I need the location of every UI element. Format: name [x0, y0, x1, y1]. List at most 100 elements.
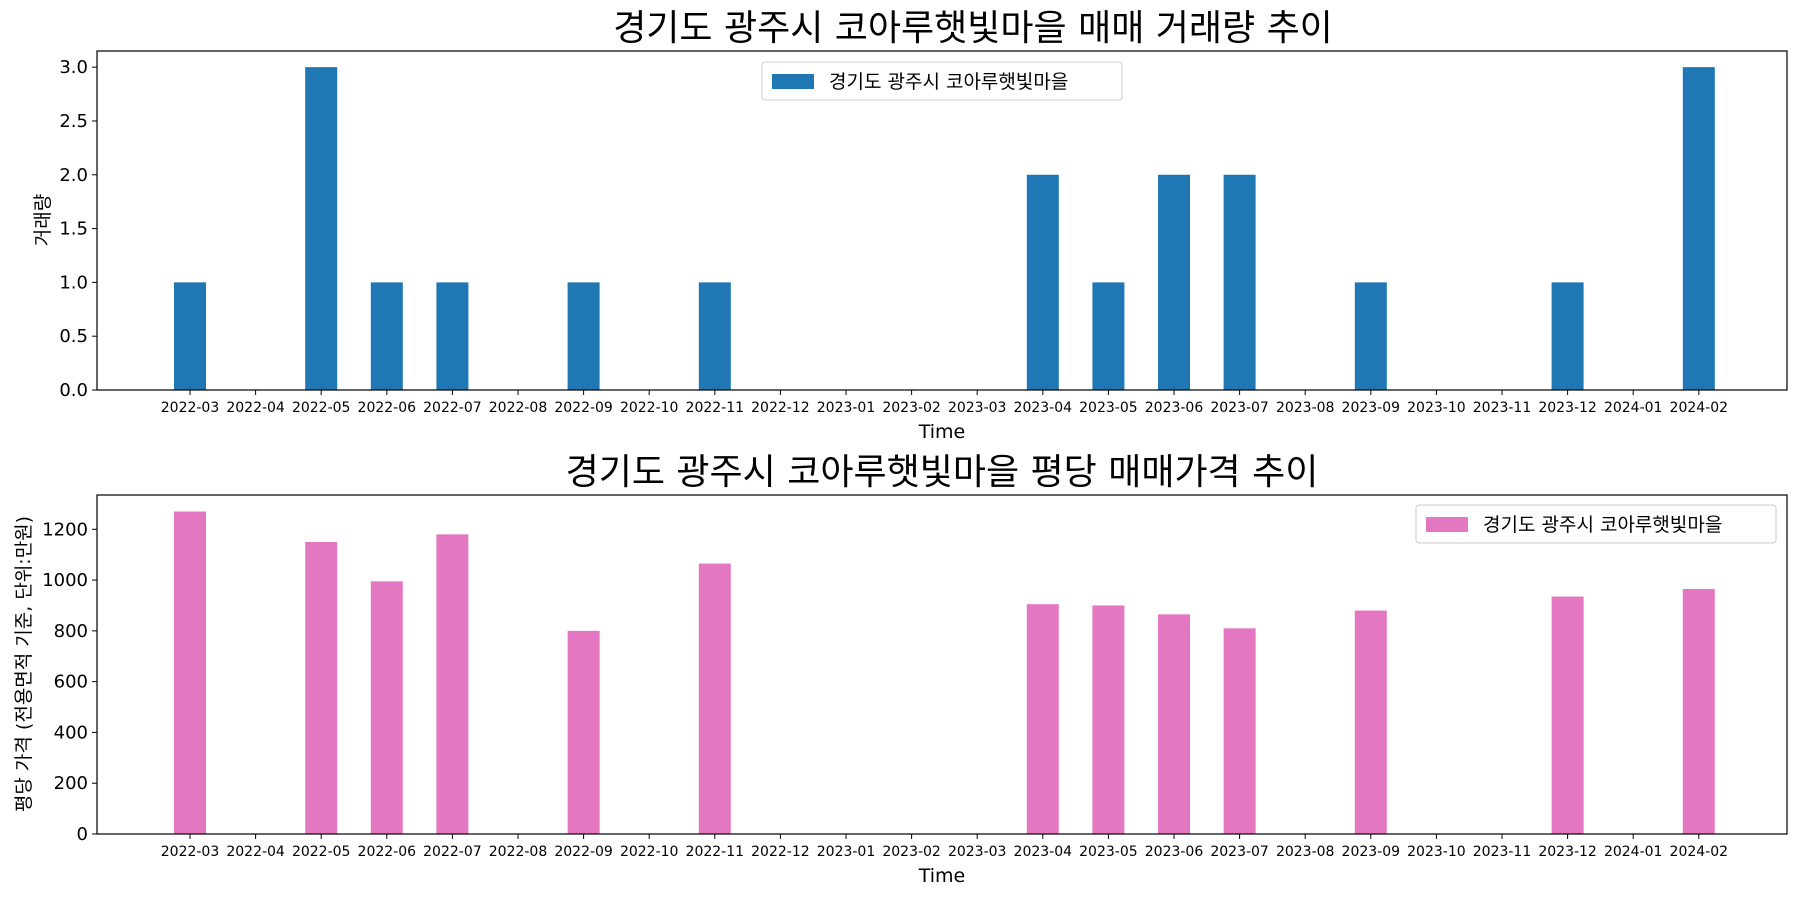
x-tick-label: 2023-09 — [1342, 400, 1401, 416]
bar — [1158, 174, 1190, 390]
x-tick-label: 2022-09 — [554, 844, 613, 860]
x-tick-label: 2024-01 — [1604, 844, 1663, 860]
legend: 경기도 광주시 코아루햇빛마을 — [1415, 504, 1777, 544]
bars — [174, 511, 1715, 834]
x-tick-label: 2023-04 — [1014, 400, 1073, 416]
plot-area — [96, 494, 1788, 835]
legend-swatch — [772, 74, 814, 89]
x-tick-label: 2022-03 — [161, 400, 220, 416]
x-ticks: 2022-03 2022-04 2022-05 2022-06 2022-07 2022-… — [161, 834, 1728, 860]
y-tick-label: 0 — [77, 824, 88, 845]
bar — [305, 541, 338, 834]
x-tick-label: 2022-04 — [226, 844, 285, 860]
y-tick-label: 800 — [54, 621, 88, 642]
bar — [698, 563, 731, 834]
bar — [174, 282, 206, 390]
x-tick-label: 2023-12 — [1538, 400, 1597, 416]
y-ticks: 0 200 400 600 800 1000 1200 — [42, 519, 97, 845]
bar — [1158, 614, 1190, 834]
y-tick-label: 400 — [54, 722, 88, 743]
x-tick-label: 2024-01 — [1604, 400, 1663, 416]
legend-swatch — [1426, 517, 1468, 532]
y-tick-label: 1.5 — [59, 219, 88, 240]
y-tick-label: 2.0 — [59, 165, 88, 186]
x-tick-label: 2022-12 — [751, 400, 810, 416]
x-tick-label: 2023-10 — [1407, 844, 1466, 860]
x-tick-label: 2022-08 — [489, 844, 548, 860]
x-tick-label: 2023-09 — [1342, 844, 1401, 860]
x-tick-label: 2023-06 — [1145, 400, 1204, 416]
x-tick-label: 2023-07 — [1210, 400, 1269, 416]
x-tick-label: 2023-01 — [817, 844, 876, 860]
bar — [1026, 604, 1059, 834]
bar — [370, 581, 403, 834]
bar — [1092, 605, 1125, 834]
x-tick-label: 2023-07 — [1210, 844, 1269, 860]
y-axis-label: 거래량 — [32, 194, 54, 246]
y-ticks: 0.0 0.5 1.0 1.5 2.0 2.5 3.0 — [59, 57, 97, 401]
chart-title: 경기도 광주시 코아루햇빛마을 매매 거래량 추이 — [613, 8, 1333, 49]
bar — [1026, 174, 1059, 390]
y-tick-label: 600 — [54, 672, 88, 693]
price-chart: 경기도 광주시 코아루햇빛마을 평당 매매가격 추이 0 200 400 600 800… — [13, 452, 1788, 887]
x-tick-label: 2022-07 — [423, 400, 482, 416]
y-tick-label: 3.0 — [59, 57, 88, 78]
x-tick-label: 2022-05 — [292, 400, 351, 416]
x-tick-label: 2023-04 — [1014, 844, 1073, 860]
x-tick-label: 2022-11 — [686, 400, 745, 416]
y-tick-label: 0.0 — [59, 380, 88, 401]
x-tick-label: 2024-02 — [1670, 844, 1729, 860]
x-tick-label: 2023-11 — [1473, 844, 1532, 860]
legend-box — [761, 61, 1123, 101]
x-axis-label: Time — [918, 865, 966, 887]
x-tick-label: 2023-02 — [882, 400, 941, 416]
y-tick-label: 1.0 — [59, 272, 88, 293]
bar — [567, 630, 600, 834]
x-tick-label: 2024-02 — [1670, 400, 1729, 416]
x-tick-label: 2022-08 — [489, 400, 548, 416]
x-tick-label: 2022-06 — [358, 844, 417, 860]
x-tick-label: 2022-05 — [292, 844, 351, 860]
x-tick-label: 2023-11 — [1473, 400, 1532, 416]
bar — [1682, 67, 1715, 391]
y-tick-label: 2.5 — [59, 111, 88, 132]
x-tick-label: 2022-07 — [423, 844, 482, 860]
x-tick-label: 2022-10 — [620, 400, 679, 416]
legend-label: 경기도 광주시 코아루햇빛마을 — [829, 71, 1068, 93]
bar — [1551, 282, 1584, 390]
x-tick-label: 2023-08 — [1276, 844, 1335, 860]
x-tick-label: 2022-09 — [554, 400, 613, 416]
x-tick-label: 2022-06 — [358, 400, 417, 416]
bar — [1682, 588, 1715, 834]
legend-label: 경기도 광주시 코아루햇빛마을 — [1483, 514, 1722, 536]
bar — [1223, 628, 1256, 834]
volume-chart: 경기도 광주시 코아루햇빛마을 매매 거래량 추이 0.0 0.5 1.0 1.5 2.… — [32, 8, 1788, 443]
x-tick-label: 2023-10 — [1407, 400, 1466, 416]
x-tick-label: 2023-02 — [882, 844, 941, 860]
bar — [1092, 282, 1125, 390]
y-tick-label: 1200 — [42, 519, 88, 540]
x-tick-label: 2022-12 — [751, 844, 810, 860]
bar — [1354, 610, 1387, 834]
bar — [567, 282, 600, 390]
bar — [436, 282, 469, 390]
x-tick-label: 2022-04 — [226, 400, 285, 416]
x-tick-label: 2023-08 — [1276, 400, 1335, 416]
x-tick-label: 2023-05 — [1079, 400, 1138, 416]
x-tick-label: 2023-06 — [1145, 844, 1204, 860]
x-tick-label: 2022-10 — [620, 844, 679, 860]
y-axis-label: 평당 가격 (전용면적 기준, 단위:만원) — [13, 516, 35, 812]
bar — [1551, 596, 1584, 834]
x-tick-label: 2023-01 — [817, 400, 876, 416]
bar — [698, 282, 731, 390]
y-tick-label: 0.5 — [59, 326, 88, 347]
legend: 경기도 광주시 코아루햇빛마을 — [761, 61, 1123, 101]
x-axis-label: Time — [918, 421, 966, 443]
x-tick-label: 2023-05 — [1079, 844, 1138, 860]
x-tick-label: 2023-03 — [948, 844, 1007, 860]
plot-area — [96, 50, 1788, 391]
x-tick-label: 2022-11 — [686, 844, 745, 860]
x-tick-label: 2023-12 — [1538, 844, 1597, 860]
bar — [1354, 282, 1387, 390]
